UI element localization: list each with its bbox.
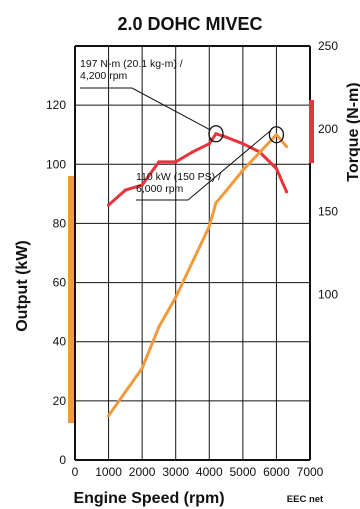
torque-point (157, 160, 161, 164)
y-tick-label-right: 200 (318, 122, 338, 136)
output-point (214, 201, 218, 205)
peak-circle (208, 125, 224, 143)
torque-point (224, 135, 228, 139)
output-point (241, 168, 245, 172)
x-tick-label: 1000 (95, 465, 122, 479)
torque-point (140, 183, 144, 187)
series-lines (106, 132, 289, 418)
peak-label-line2: 4,200 rpm (80, 70, 128, 82)
peak-label-line2: 6,000 rpm (136, 183, 184, 195)
torque-point (274, 166, 279, 171)
output-point (284, 144, 289, 149)
tick-labels: 0 1000 2000 3000 4000 5000 6000 7000 0 20 40 60 80 10… (46, 39, 338, 479)
y-tick-label-right: 250 (318, 39, 338, 53)
y-tick-label-left: 40 (53, 335, 67, 349)
output-point (274, 133, 279, 137)
torque-point (207, 142, 211, 146)
peak-circle (268, 126, 285, 144)
torque-point (190, 150, 195, 154)
output-point (157, 325, 161, 329)
x-tick-label: 0 (72, 465, 79, 479)
y-tick-label-left: 20 (53, 394, 67, 408)
torque-axis-marker (309, 100, 314, 163)
x-axis-title: Engine Speed (rpm) (73, 490, 224, 507)
x-tick-label: 7000 (297, 465, 324, 479)
peak-leader-line (136, 130, 271, 201)
output-point (258, 150, 262, 155)
peak-leader-line (80, 87, 211, 131)
torque-point (214, 132, 218, 136)
grid (75, 45, 310, 460)
peak-label-line1: 197 N-m (20.1 kg-m) / (80, 58, 183, 70)
output-point (140, 366, 144, 370)
torque-point (241, 142, 245, 146)
torque-point (123, 188, 127, 192)
y-tick-label-left: 0 (59, 453, 66, 467)
output-axis-marker (68, 176, 74, 423)
y-tick-label-left: 120 (46, 98, 66, 112)
torque-point (106, 203, 111, 207)
x-tick-label: 5000 (230, 465, 257, 479)
torque-point (174, 160, 178, 164)
y-tick-label-right: 100 (318, 287, 338, 301)
torque-point (284, 190, 289, 194)
peak-label-line1: 110 kW (150 PS) / (136, 171, 221, 183)
x-tick-label: 3000 (162, 465, 189, 479)
output-point (106, 414, 111, 418)
y-tick-label-left: 100 (46, 157, 66, 171)
x-tick-label: 6000 (263, 465, 290, 479)
y-axis-title-left: Output (kW) (14, 240, 31, 332)
output-point (207, 224, 211, 228)
x-tick-label: 4000 (196, 465, 223, 479)
footnote: EEC net (287, 494, 324, 505)
annotations: 197 N-m (20.1 kg-m) /4,200 rpm 110 kW (15… (80, 58, 285, 201)
output-point (224, 189, 228, 193)
x-tick-label: 2000 (129, 465, 156, 479)
chart-title: 2.0 DOHC MIVEC (117, 14, 262, 34)
y-tick-label-left: 80 (53, 216, 67, 230)
y-tick-label-right: 150 (318, 205, 338, 219)
y-axis-title-right: Torque (N-m) (345, 82, 360, 181)
y-tick-label-left: 60 (53, 276, 67, 290)
output-point (174, 295, 178, 299)
